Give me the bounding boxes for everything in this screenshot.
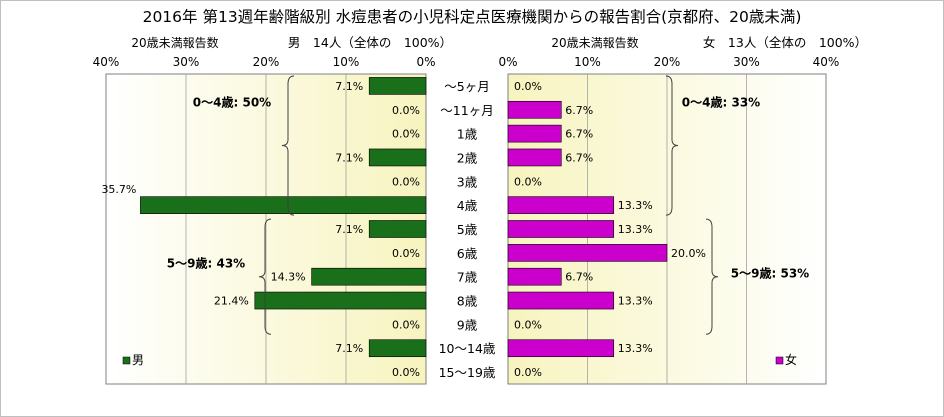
male-bar [140,196,427,214]
male-bar [368,148,427,167]
female-value-label: 13.3% [618,342,653,355]
female-legend-swatch [775,356,784,365]
category-label: 4歳 [457,198,478,213]
male-bar [368,220,427,238]
male-legend-swatch [122,356,131,365]
female-bar [507,100,562,119]
male-tick-label: 20% [253,55,280,69]
male-group-brace [281,75,295,216]
male-value-label: 14.3% [271,271,306,284]
female-value-label: 6.7% [565,271,593,284]
male-header: 男 14人（全体の 100%） [288,35,452,50]
male-tick-label: 30% [173,55,200,69]
male-group-label: 5〜9歳: 43% [167,256,245,271]
male-tick-label: 0% [416,55,435,69]
male-value-label: 0.0% [392,128,420,141]
male-bar [311,267,427,286]
female-value-label: 6.7% [565,151,593,164]
male-value-label: 7.1% [335,151,363,164]
category-label: 〜5ヶ月 [444,79,489,94]
male-bar [368,339,427,358]
female-value-label: 6.7% [565,104,593,117]
category-label: 8歳 [457,294,478,309]
female-bar [507,124,562,143]
category-label: 〜11ヶ月 [440,103,493,118]
category-label: 2歳 [457,150,478,165]
male-value-label: 7.1% [335,342,363,355]
category-label: 7歳 [457,270,478,285]
right-axis-label: 20歳未満報告数 [551,35,638,50]
female-header: 女 13人（全体の 100%） [703,35,867,50]
chart-title: 2016年 第13週年齢階級別 水痘患者の小児科定点医療機関からの報告割合(京都… [143,8,802,26]
male-tick-label: 40% [93,55,120,69]
male-value-label: 21.4% [214,295,249,308]
male-value-label: 7.1% [335,80,363,93]
male-tick-label: 10% [333,55,360,69]
male-value-label: 35.7% [101,183,136,196]
female-value-label: 0.0% [514,80,542,93]
female-bar [507,339,615,358]
female-value-label: 20.0% [671,247,706,260]
male-bar [254,291,427,310]
male-group-brace [258,218,272,335]
female-bar [507,220,615,238]
male-value-label: 0.0% [392,366,420,379]
left-axis-label: 20歳未満報告数 [131,35,218,50]
category-label: 1歳 [457,127,478,142]
female-value-label: 0.0% [514,175,542,188]
category-label: 9歳 [457,317,478,332]
male-value-label: 7.1% [335,223,363,236]
category-label: 5歳 [457,222,478,237]
female-tick-label: 10% [574,55,601,69]
category-label: 15〜19歳 [439,365,496,380]
female-bar [507,291,615,310]
category-label: 6歳 [457,246,478,261]
female-tick-label: 0% [498,55,517,69]
male-legend-label: 男 [132,353,144,367]
female-legend-label: 女 [785,352,797,367]
female-bar [507,267,562,286]
male-value-label: 0.0% [392,104,420,117]
female-tick-label: 40% [813,55,840,69]
category-label: 10〜14歳 [439,341,496,356]
female-value-label: 13.3% [618,295,653,308]
female-group-brace [665,75,679,216]
female-tick-label: 30% [733,55,760,69]
female-value-label: 0.0% [514,318,542,331]
male-bar [368,77,427,95]
female-bar [507,148,562,167]
female-bar [507,196,615,214]
category-label: 3歳 [457,174,478,189]
female-value-label: 13.3% [618,223,653,236]
female-group-brace [705,218,719,335]
male-value-label: 0.0% [392,247,420,260]
male-group-label: 0〜4歳: 50% [193,95,271,110]
female-value-label: 0.0% [514,366,542,379]
female-value-label: 13.3% [618,199,653,212]
female-group-label: 0〜4歳: 33% [682,95,760,110]
female-bar [507,244,668,262]
female-group-label: 5〜9歳: 53% [731,266,809,281]
male-value-label: 0.0% [392,175,420,188]
male-value-label: 0.0% [392,318,420,331]
female-tick-label: 20% [654,55,681,69]
female-value-label: 6.7% [565,128,593,141]
